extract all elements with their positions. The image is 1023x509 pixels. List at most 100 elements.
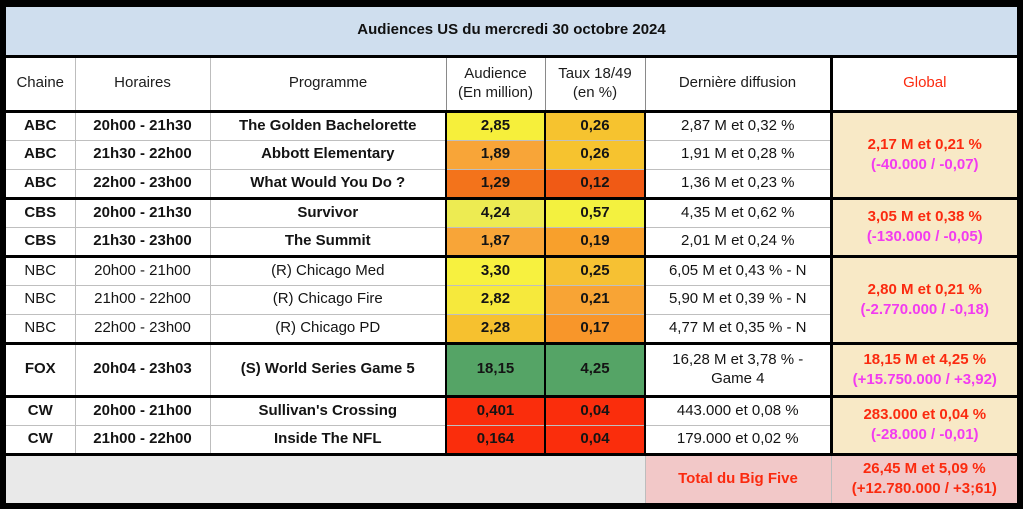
global-cell: 2,17 M et 0,21 % (-40.000 / -0,07) [831, 109, 1018, 198]
channel-cell: CBS [6, 196, 76, 227]
column-header-row: Chaine Horaires Programme Audience (En m… [6, 56, 1018, 111]
table-row: ABC 20h00 - 21h30 The Golden Bachelorette 2… [6, 109, 1018, 198]
channel-cell: NBC [6, 313, 76, 343]
rate-18-49-cell: 0,26 [545, 139, 646, 169]
global-line1: 2,80 M et 0,21 % [867, 280, 982, 298]
audience-value-cell: 0,164 [446, 424, 546, 454]
last-diffusion-cell: 5,90 M et 0,39 % - N [645, 284, 833, 314]
channel-cell: CBS [6, 226, 76, 256]
global-line2: (+12.780.000 / +3;61) [851, 480, 997, 498]
time-slot-cell: 21h30 - 23h00 [75, 226, 211, 256]
global-line1: 3,05 M et 0,38 % [867, 208, 982, 225]
channel-cell: ABC [6, 139, 76, 169]
header-audience-line1: Audience [464, 64, 527, 82]
header-taux-line1: Taux 18/49 [558, 64, 632, 82]
program-cell: (S) World Series Game 5 [210, 341, 447, 396]
last-diffusion-cell: 179.000 et 0,02 % [645, 424, 833, 454]
audience-value-cell: 18,15 [446, 341, 546, 396]
program-cell: Abbott Elementary [210, 139, 447, 169]
audience-table-frame: Audiences US du mercredi 30 octobre 2024… [6, 7, 1018, 503]
title-row: Audiences US du mercredi 30 octobre 2024 [6, 7, 1018, 58]
audience-value-cell: 3,30 [446, 254, 546, 285]
time-slot-cell: 21h30 - 22h00 [75, 139, 211, 169]
global-cell: 18,15 M et 4,25 % (+15.750.000 / +3,92) [831, 341, 1018, 396]
header-global: Global [831, 56, 1018, 111]
global-cell: 3,05 M et 0,38 % (-130.000 / -0,05) [831, 196, 1018, 256]
rate-18-49-cell: 4,25 [545, 341, 646, 396]
last-diffusion-cell: 1,36 M et 0,23 % [645, 168, 833, 198]
empty-area [6, 452, 646, 503]
audience-value-cell: 4,24 [446, 196, 546, 227]
audience-value-cell: 1,29 [446, 168, 546, 198]
last-diffusion-cell: 16,28 M et 3,78 % - Game 4 [645, 341, 833, 396]
total-label: Total du Big Five [645, 452, 832, 503]
global-line1: 283.000 et 0,04 % [863, 406, 987, 423]
channel-cell: CW [6, 424, 76, 454]
global-line2: (+15.750.000 / +3,92) [852, 370, 997, 388]
channel-cell: ABC [6, 109, 76, 140]
rate-18-49-cell: 0,17 [545, 313, 646, 343]
rate-18-49-cell: 0,12 [545, 168, 646, 198]
rate-18-49-cell: 0,04 [545, 424, 646, 454]
audience-table: Audiences US du mercredi 30 octobre 2024… [6, 7, 1018, 503]
table-row: NBC 20h00 - 21h00 (R) Chicago Med 3,30 0,25 6… [6, 254, 1018, 343]
time-slot-cell: 22h00 - 23h00 [75, 168, 211, 198]
program-cell: Survivor [210, 196, 447, 227]
global-line2: (-130.000 / -0,05) [866, 228, 983, 245]
program-cell: What Would You Do ? [210, 168, 447, 198]
header-chaine: Chaine [6, 56, 76, 111]
global-line1: 26,45 M et 5,09 % [862, 460, 986, 478]
audience-value-cell: 1,87 [446, 226, 546, 256]
header-audience: Audience (En million) [446, 56, 546, 111]
audience-value-cell: 2,28 [446, 313, 546, 343]
last-diffusion-cell: 2,01 M et 0,24 % [645, 226, 833, 256]
time-slot-cell: 21h00 - 22h00 [75, 424, 211, 454]
time-slot-cell: 20h00 - 21h00 [75, 254, 211, 285]
global-line2: (-40.000 / -0,07) [870, 155, 979, 173]
header-programme: Programme [210, 56, 447, 111]
table-body: ABC 20h00 - 21h30 The Golden Bachelorette 2… [6, 109, 1018, 503]
table-row: CW 20h00 - 21h00 Sullivan's Crossing 0,401 0… [6, 394, 1018, 454]
channel-cell: FOX [6, 341, 76, 396]
last-diffusion-cell: 2,87 M et 0,32 % [645, 109, 833, 140]
time-slot-cell: 20h00 - 21h00 [75, 394, 211, 425]
table-row: CBS 20h00 - 21h30 Survivor 4,24 0,57 4,35 M e… [6, 196, 1018, 256]
table-row: ABC 22h00 - 23h00 What Would You Do ? 1,29 0… [6, 168, 1018, 198]
audience-value-cell: 2,85 [446, 109, 546, 140]
audience-value-cell: 0,401 [446, 394, 546, 425]
time-slot-cell: 20h00 - 21h30 [75, 196, 211, 227]
global-line1: 18,15 M et 4,25 % [863, 350, 987, 368]
global-line2: (-28.000 / -0,01) [870, 426, 979, 443]
last-diffusion-cell: 4,77 M et 0,35 % - N [645, 313, 833, 343]
header-taux: Taux 18/49 (en %) [545, 56, 646, 111]
program-cell: (R) Chicago Fire [210, 284, 447, 314]
table-row: NBC 21h00 - 22h00 (R) Chicago Fire 2,82 0,21… [6, 284, 1018, 314]
rate-18-49-cell: 0,25 [545, 254, 646, 285]
rate-18-49-cell: 0,21 [545, 284, 646, 314]
program-cell: (R) Chicago PD [210, 313, 447, 343]
last-diffusion-cell: 4,35 M et 0,62 % [645, 196, 833, 227]
global-cell: 2,80 M et 0,21 % (-2.770.000 / -0,18) [831, 254, 1018, 343]
channel-cell: ABC [6, 168, 76, 198]
channel-cell: NBC [6, 254, 76, 285]
time-slot-cell: 21h00 - 22h00 [75, 284, 211, 314]
last-diffusion-cell: 6,05 M et 0,43 % - N [645, 254, 833, 285]
channel-cell: NBC [6, 284, 76, 314]
last-diffusion-cell: 1,91 M et 0,28 % [645, 139, 833, 169]
audience-value-cell: 2,82 [446, 284, 546, 314]
header-taux-line2: (en %) [572, 83, 618, 101]
table-row: CW 21h00 - 22h00 Inside The NFL 0,164 0,04 17… [6, 424, 1018, 454]
program-cell: (R) Chicago Med [210, 254, 447, 285]
program-cell: The Golden Bachelorette [210, 109, 447, 140]
rate-18-49-cell: 0,57 [545, 196, 646, 227]
last-diffusion-cell: 443.000 et 0,08 % [645, 394, 833, 425]
rate-18-49-cell: 0,26 [545, 109, 646, 140]
rate-18-49-cell: 0,04 [545, 394, 646, 425]
time-slot-cell: 22h00 - 23h00 [75, 313, 211, 343]
total-row: Total du Big Five 26,45 M et 5,09 % (+12.7… [6, 452, 1018, 503]
channel-cell: CW [6, 394, 76, 425]
global-cell: 283.000 et 0,04 % (-28.000 / -0,01) [831, 394, 1018, 454]
global-line2: (-2.770.000 / -0,18) [860, 300, 989, 318]
time-slot-cell: 20h04 - 23h03 [75, 341, 211, 396]
